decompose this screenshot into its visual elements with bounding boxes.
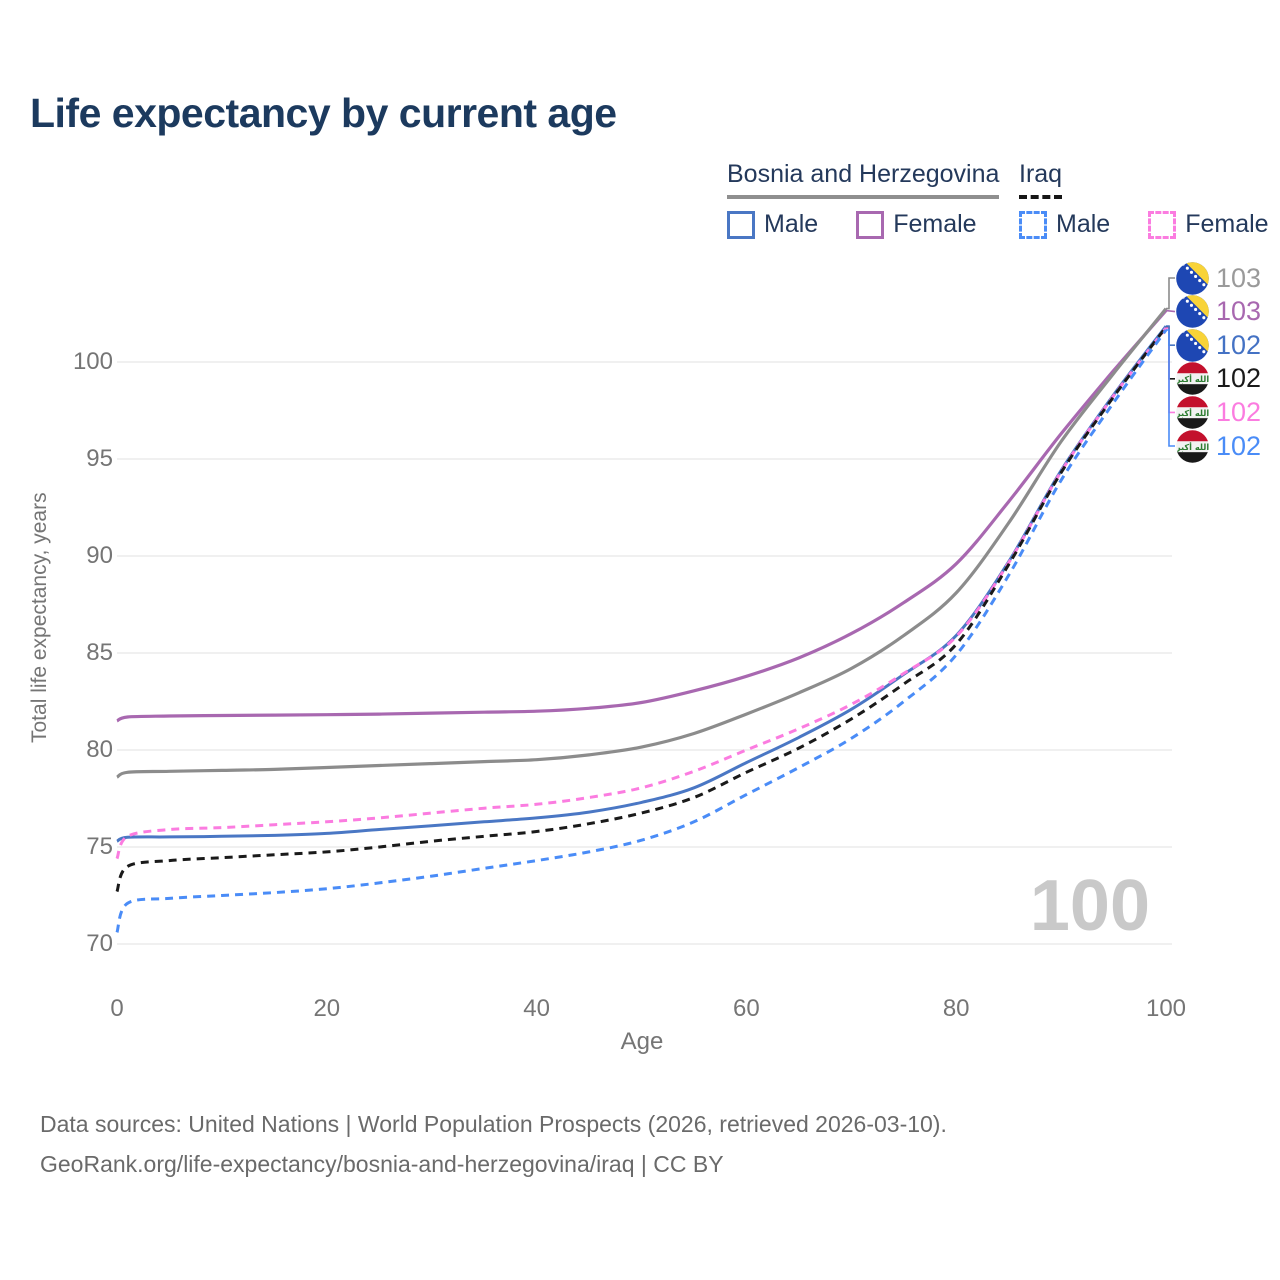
leader-line bbox=[1166, 326, 1175, 380]
legend-items-iraq: Male Female bbox=[1019, 210, 1280, 239]
y-tick-label: 80 bbox=[86, 736, 113, 763]
end-value-label: 102 bbox=[1216, 396, 1262, 427]
iraq-flag-icon: الله أكبر bbox=[1176, 396, 1209, 429]
x-tick-label: 60 bbox=[733, 995, 760, 1022]
x-tick-label: 20 bbox=[313, 995, 341, 1022]
series-line-iraq-total[interactable] bbox=[115, 326, 1168, 893]
bosnia-flag-icon bbox=[1176, 261, 1209, 295]
legend-country-bosnia[interactable]: Bosnia and Herzegovina bbox=[727, 160, 1000, 199]
end-label-row-bosnia-1: 103 bbox=[1176, 295, 1261, 329]
x-tick-label: 80 bbox=[942, 995, 970, 1022]
end-value-label: 103 bbox=[1216, 296, 1262, 327]
y-tick-label: 100 bbox=[72, 348, 113, 375]
series-line-bosnia-and-herzegovina-male[interactable] bbox=[116, 325, 1168, 843]
end-value-label: 102 bbox=[1216, 363, 1262, 394]
y-tick-label: 90 bbox=[86, 542, 113, 569]
end-label-row-iraq-3: الله أكبر 102 bbox=[1176, 362, 1261, 396]
leader-line bbox=[1165, 309, 1176, 313]
end-value-label: 102 bbox=[1216, 329, 1262, 360]
x-tick-label: 100 bbox=[1145, 995, 1187, 1022]
footer-attribution: GeoRank.org/life-expectancy/bosnia-and-h… bbox=[40, 1151, 724, 1177]
series-line-iraq-male[interactable] bbox=[115, 329, 1168, 933]
bosnia-flag-icon bbox=[1176, 328, 1209, 362]
legend-label-iraq-male[interactable]: Male bbox=[1056, 210, 1111, 238]
series-line-bosnia-and-herzegovina-total[interactable] bbox=[116, 307, 1168, 779]
end-label-row-iraq-4: الله أكبر 102 bbox=[1176, 395, 1261, 429]
svg-text:الله أكبر: الله أكبر bbox=[1176, 442, 1209, 453]
legend-group-iraq: Iraq Male Female bbox=[1019, 160, 1280, 239]
end-value-label: 103 bbox=[1216, 262, 1262, 293]
legend-swatch-iraq-female[interactable] bbox=[1148, 210, 1177, 239]
y-tick-label: 70 bbox=[86, 930, 113, 957]
y-tick-label: 95 bbox=[86, 445, 113, 472]
y-tick-label: 85 bbox=[86, 639, 113, 666]
page-title: Life expectancy by current age bbox=[30, 90, 617, 136]
iraq-flag-icon: الله أكبر bbox=[1176, 429, 1209, 463]
leader-line bbox=[1166, 277, 1175, 310]
legend-swatch-bosnia-female[interactable] bbox=[856, 210, 885, 239]
bosnia-flag-icon bbox=[1176, 295, 1209, 328]
svg-text:الله أكبر: الله أكبر bbox=[1176, 408, 1209, 419]
y-tick-label: 75 bbox=[86, 833, 113, 860]
leader-line bbox=[1166, 329, 1175, 447]
leader-line bbox=[1166, 325, 1175, 346]
end-value-label: 102 bbox=[1216, 430, 1262, 461]
iraq-flag-icon: الله أكبر bbox=[1176, 362, 1209, 396]
footer-data-sources: Data sources: United Nations | World Pop… bbox=[40, 1111, 947, 1137]
legend-items-bosnia: Male Female bbox=[727, 210, 1015, 239]
age-counter-watermark: 100 bbox=[1029, 866, 1150, 946]
x-axis-title: Age bbox=[620, 1028, 664, 1055]
legend-group-bosnia: Bosnia and Herzegovina Male Female bbox=[727, 160, 1015, 239]
legend-label-bosnia-female[interactable]: Female bbox=[893, 210, 977, 238]
leader-line bbox=[1166, 327, 1175, 414]
legend-swatch-bosnia-male[interactable] bbox=[727, 210, 755, 239]
legend-country-iraq[interactable]: Iraq bbox=[1019, 160, 1063, 199]
legend-swatch-iraq-male[interactable] bbox=[1019, 210, 1047, 239]
series-line-iraq-female[interactable] bbox=[115, 327, 1168, 860]
svg-text:الله أكبر: الله أكبر bbox=[1176, 374, 1209, 385]
series-line-bosnia-and-herzegovina-female[interactable] bbox=[116, 309, 1168, 723]
end-label-row-bosnia-0: 103 bbox=[1176, 261, 1261, 295]
x-tick-label: 40 bbox=[523, 995, 550, 1022]
end-label-row-bosnia-2: 102 bbox=[1176, 328, 1261, 362]
legend-label-iraq-female[interactable]: Female bbox=[1185, 210, 1269, 238]
y-axis-title: Total life expectancy, years bbox=[28, 492, 51, 744]
legend-label-bosnia-male[interactable]: Male bbox=[764, 210, 819, 238]
end-label-row-iraq-5: الله أكبر 102 bbox=[1176, 429, 1261, 463]
x-tick-label: 0 bbox=[110, 995, 124, 1022]
